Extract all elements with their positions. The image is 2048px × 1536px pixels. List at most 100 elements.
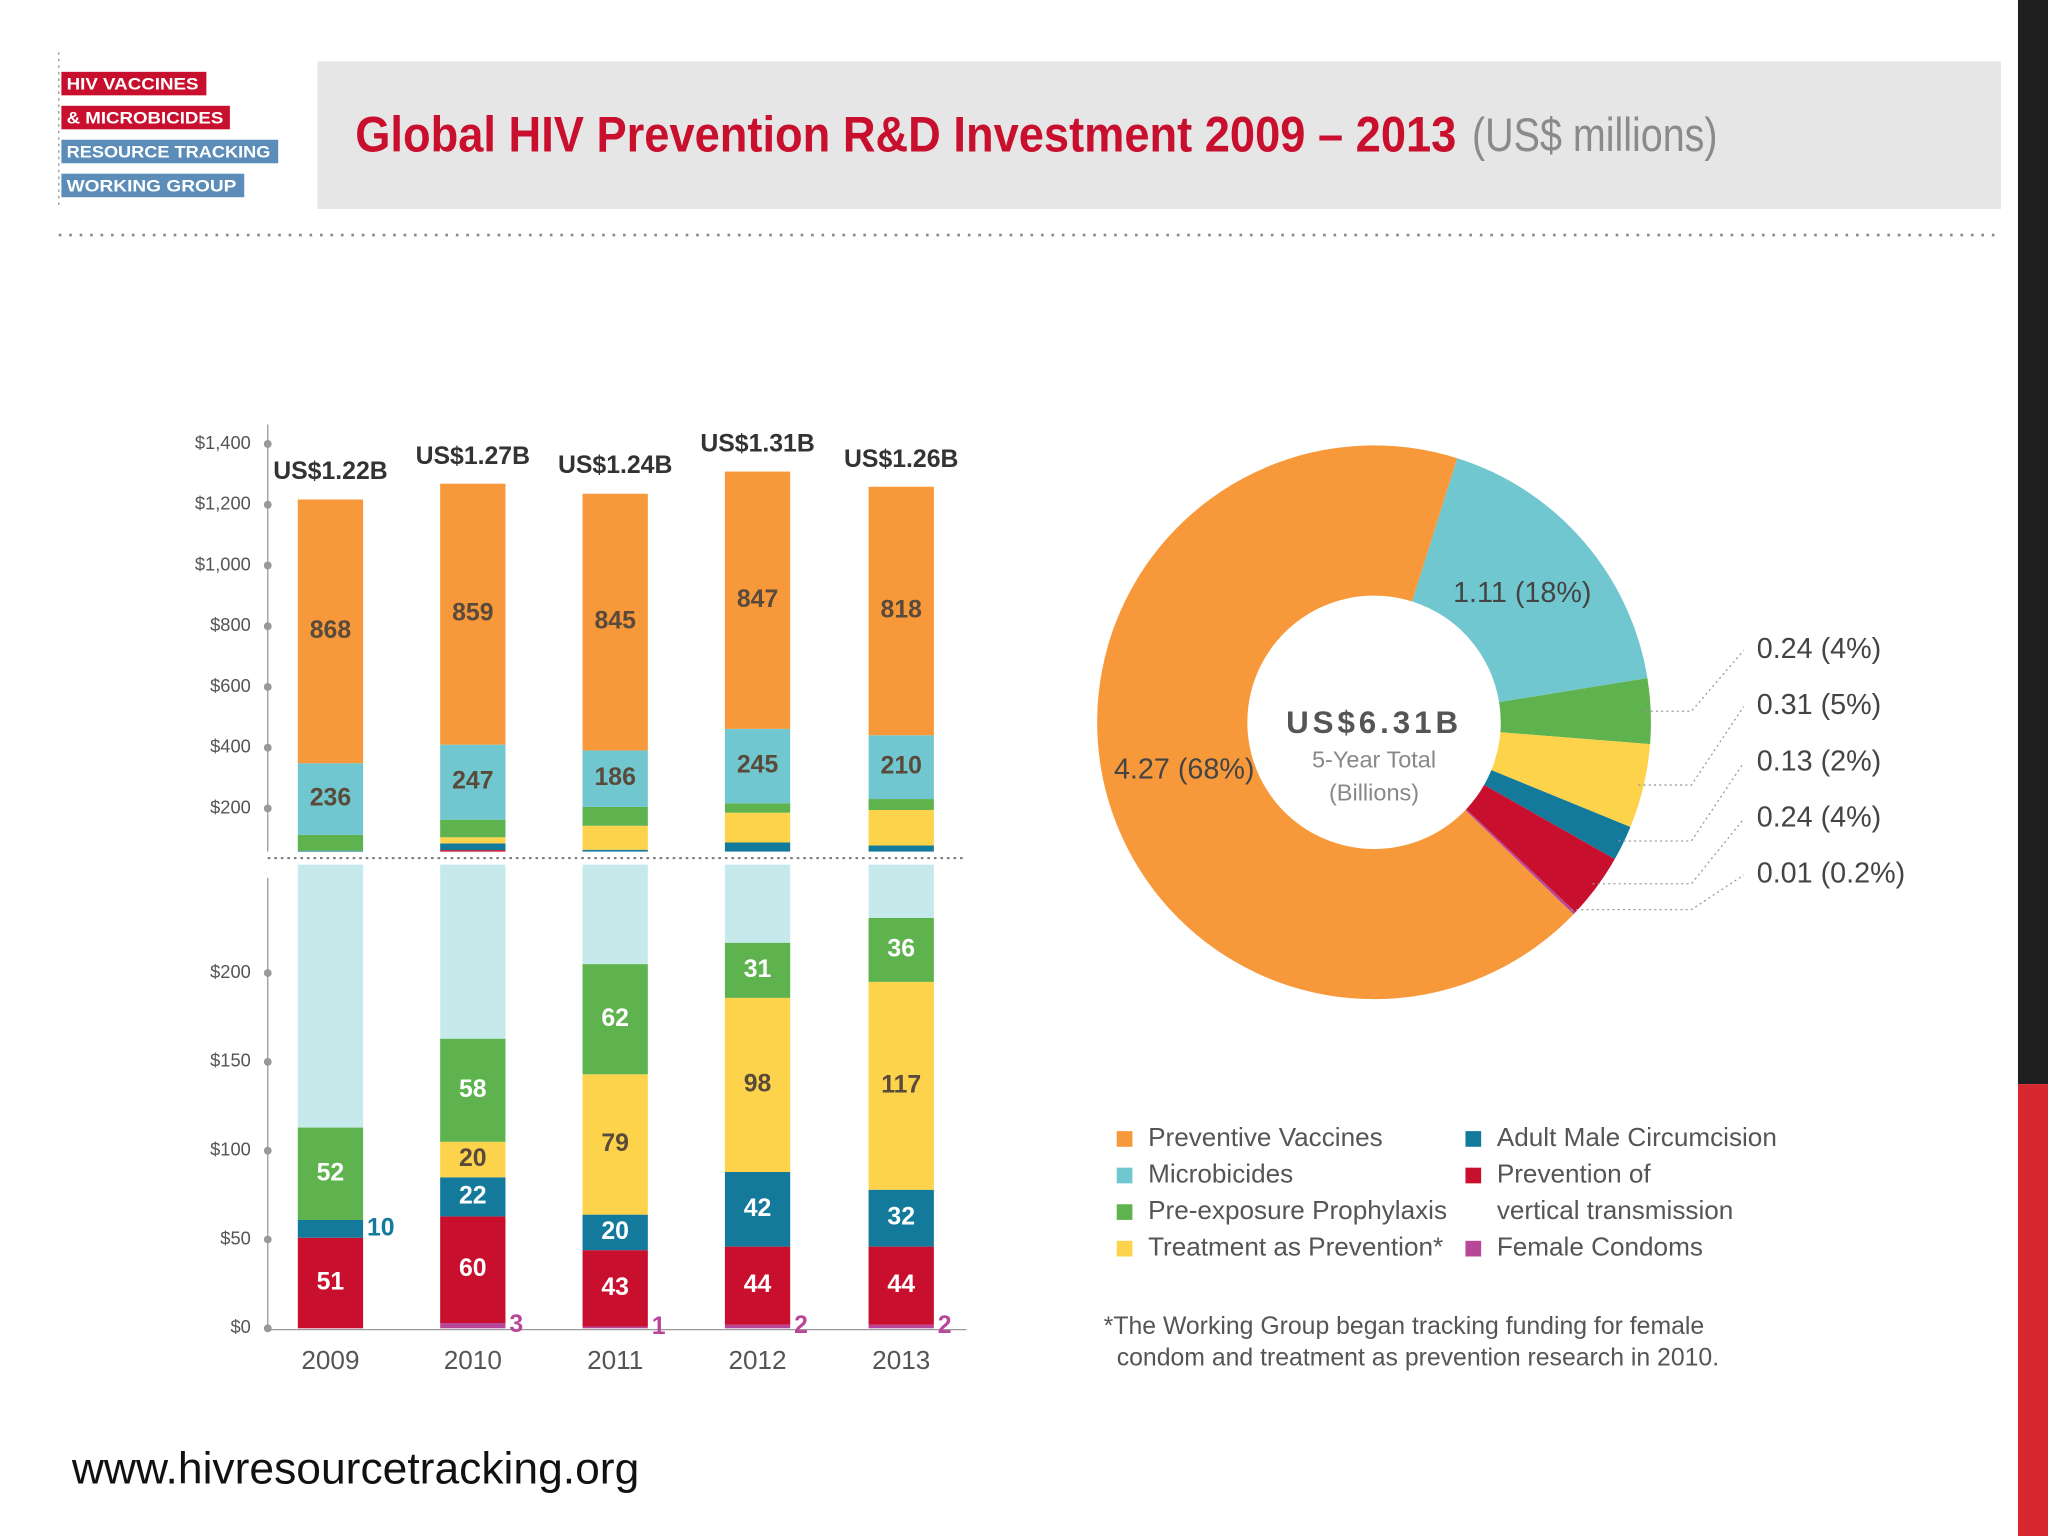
- data-label: 3: [509, 1311, 523, 1338]
- data-label: 1: [652, 1313, 666, 1340]
- data-label: 79: [601, 1130, 629, 1157]
- legend-swatch: [1465, 1240, 1482, 1257]
- tick-mark: [263, 969, 272, 977]
- bar-segment: [868, 809, 934, 846]
- data-label: 60: [459, 1255, 487, 1282]
- bar-segment: [582, 849, 648, 852]
- bar-segment: [724, 1246, 791, 1325]
- tick-mark: [263, 440, 272, 448]
- bar-segment: [868, 981, 934, 1190]
- logo-text: RESOURCE TRACKING: [67, 142, 271, 161]
- total-label: US$1.26B: [844, 446, 958, 473]
- bar-segment: [297, 864, 364, 1128]
- bar-segment: [724, 942, 791, 998]
- tick-mark: [263, 622, 272, 631]
- bar-segment: [440, 843, 506, 851]
- bar-segment: [582, 964, 648, 1075]
- edge-strip: [2017, 1084, 2048, 1536]
- bar-segment: [440, 864, 506, 1039]
- data-label: 52: [317, 1159, 345, 1186]
- tick-mark: [263, 1324, 272, 1333]
- tick-mark: [263, 804, 272, 813]
- bar-segment: [297, 1219, 364, 1238]
- y-tick-label: $1,000: [195, 553, 251, 574]
- data-label: 236: [310, 785, 351, 812]
- slice-label: 4.27 (68%): [1114, 753, 1254, 785]
- y-tick-label: $1,200: [195, 493, 251, 514]
- donut-slice: [1466, 784, 1615, 913]
- tick-mark: [263, 683, 272, 691]
- leader-line: [1638, 706, 1745, 786]
- bar-segment: [297, 763, 364, 835]
- data-label: 868: [310, 617, 352, 644]
- bar-segment: [868, 864, 934, 918]
- data-label: 847: [737, 586, 778, 613]
- logo-text: HIV VACCINES: [67, 74, 199, 93]
- data-label: 31: [744, 956, 772, 983]
- bar-segment: [724, 864, 791, 943]
- bar-segment: [868, 799, 934, 810]
- legend-swatch: [1116, 1167, 1133, 1184]
- bar-segment: [724, 728, 791, 804]
- bar-segment: [582, 1074, 648, 1215]
- bar-segment: [868, 1324, 934, 1329]
- bar-segment: [724, 997, 791, 1172]
- edge-strip: [2017, 0, 2048, 1085]
- donut-slice: [1412, 458, 1648, 703]
- bar-segment: [440, 1038, 506, 1142]
- legend-label: Treatment as Prevention*: [1148, 1232, 1443, 1262]
- y-tick-label: $1,400: [195, 432, 251, 453]
- tick-mark: [263, 1235, 272, 1244]
- bar-segment: [724, 471, 791, 729]
- donut-slice: [1465, 809, 1576, 915]
- bar-segment: [440, 483, 506, 745]
- bar-segment: [868, 917, 934, 982]
- bar-segment: [868, 486, 934, 736]
- data-label: 2: [794, 1312, 808, 1339]
- tick-mark: [263, 561, 272, 570]
- logo-box: [61, 105, 230, 130]
- legend-label: Pre-exposure Prophylaxis: [1148, 1195, 1447, 1225]
- bar-segment: [440, 837, 506, 844]
- data-label: 10: [367, 1214, 395, 1241]
- y-tick-label: $800: [210, 614, 251, 635]
- subtitle: (US$ millions): [1472, 108, 1718, 161]
- bar-segment: [440, 1216, 506, 1323]
- data-label: 845: [594, 608, 636, 635]
- total-label: US$1.22B: [273, 458, 387, 485]
- y-tick-label: $200: [210, 796, 251, 817]
- data-label: 22: [459, 1182, 487, 1209]
- legend-swatch: [1116, 1131, 1133, 1147]
- data-label: 859: [452, 600, 493, 627]
- donut-slice: [1484, 770, 1631, 860]
- bar-segment: [724, 803, 791, 813]
- data-label: 186: [594, 764, 635, 791]
- bar-segment: [724, 842, 791, 852]
- legend-swatch: [1465, 1167, 1482, 1184]
- legend-label: Female Condoms: [1497, 1232, 1703, 1262]
- bar-segment: [297, 850, 364, 852]
- data-label: 2: [938, 1312, 952, 1339]
- logo-box: [61, 173, 245, 198]
- x-tick-label: 2012: [729, 1345, 787, 1375]
- tick-mark: [263, 1057, 272, 1066]
- slice-label: 0.31 (5%): [1757, 689, 1882, 721]
- y-tick-label: $400: [210, 736, 251, 757]
- data-label: 44: [744, 1271, 772, 1298]
- slice-label: 0.24 (4%): [1757, 633, 1882, 665]
- data-label: 245: [737, 752, 779, 779]
- data-label: 20: [601, 1218, 629, 1245]
- x-tick-label: 2013: [872, 1345, 930, 1375]
- data-label: 210: [881, 753, 922, 780]
- bar-segment: [440, 1177, 506, 1217]
- total-label: US$1.31B: [700, 431, 814, 458]
- data-label: 58: [459, 1076, 487, 1103]
- center-sublabel: (Billions): [1329, 779, 1419, 805]
- x-tick-label: 2010: [444, 1345, 502, 1375]
- bar-segment: [440, 1322, 506, 1329]
- y-tick-label: $0: [230, 1316, 250, 1337]
- data-label: 20: [459, 1145, 487, 1172]
- total-label: US$1.24B: [558, 452, 672, 479]
- bar-segment: [868, 1189, 934, 1247]
